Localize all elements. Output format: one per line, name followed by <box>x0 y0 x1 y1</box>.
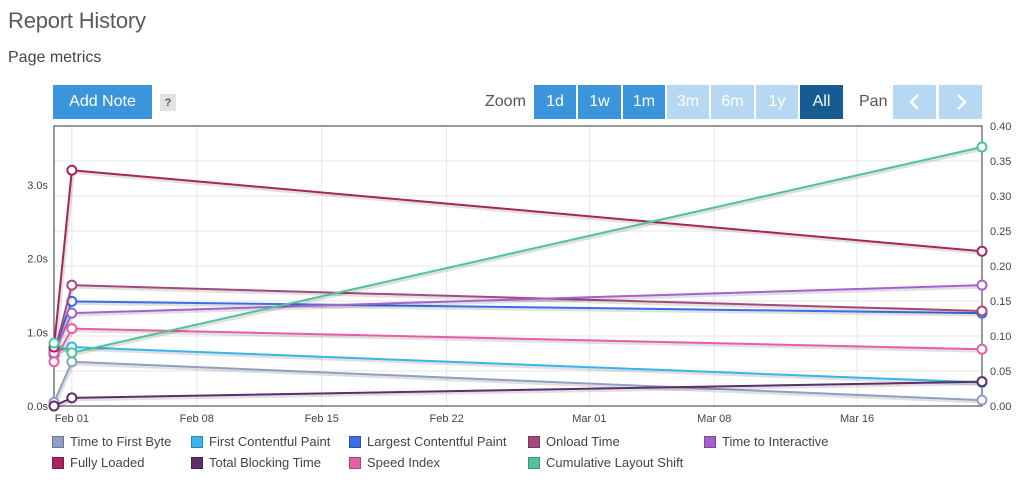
legend-label: Fully Loaded <box>70 455 145 470</box>
legend-item-fully-loaded[interactable]: Fully Loaded <box>52 455 144 470</box>
y-right-tick-label: 0.20 <box>990 261 1011 273</box>
data-point <box>66 347 78 359</box>
chart-legend: Time to First Byte First Contentful Pain… <box>52 434 1012 478</box>
zoom-button-1m[interactable]: 1m <box>623 85 665 119</box>
data-point <box>976 343 988 355</box>
y-right-tick-label: 0.15 <box>990 296 1011 308</box>
zoom-button-3m[interactable]: 3m <box>667 85 709 119</box>
y-right-tick-label: 0.35 <box>990 156 1011 168</box>
y-left-tick-label: 1.0s <box>27 327 48 339</box>
data-point <box>976 245 988 257</box>
x-tick-label: Mar 01 <box>572 413 606 425</box>
data-point <box>976 376 988 388</box>
page-title: Report History <box>8 8 146 33</box>
zoom-label: Zoom <box>485 93 526 110</box>
x-tick-label: Feb 15 <box>305 413 339 425</box>
legend-swatch <box>528 456 540 469</box>
legend-item-onload-time[interactable]: Onload Time <box>528 434 620 449</box>
data-point <box>66 307 78 319</box>
pan-label: Pan <box>859 93 888 110</box>
legend-label: Speed Index <box>367 455 441 470</box>
y-right-tick-label: 0.30 <box>990 191 1011 203</box>
data-point <box>48 400 60 412</box>
pan-left-button[interactable] <box>893 85 936 119</box>
legend-label: Onload Time <box>546 434 620 449</box>
legend-item-time-to-first-byte[interactable]: Time to First Byte <box>52 434 171 449</box>
y-left-tick-label: 2.0s <box>27 254 48 266</box>
legend-label: Cumulative Layout Shift <box>546 455 684 470</box>
data-point <box>976 141 988 153</box>
legend-swatch <box>528 435 540 448</box>
legend-item-largest-contentful-paint[interactable]: Largest Contentful Paint <box>349 434 506 449</box>
help-badge[interactable]: ? <box>160 94 176 111</box>
y-right-tick-label: 0.00 <box>990 401 1011 413</box>
legend-item-total-blocking-time[interactable]: Total Blocking Time <box>191 455 321 470</box>
zoom-button-1d[interactable]: 1d <box>534 85 576 119</box>
legend-swatch <box>191 435 203 448</box>
x-tick-label: Feb 22 <box>429 413 463 425</box>
data-point <box>48 337 60 349</box>
data-point <box>66 323 78 335</box>
data-point <box>976 279 988 291</box>
line-chart: 0.00 0.05 0.10 0.15 0.20 0.25 0.30 0.35 0.40 0.0s… <box>27 121 1011 425</box>
y-left-tick-label: 3.0s <box>27 180 48 192</box>
zoom-button-6m[interactable]: 6m <box>711 85 754 119</box>
zoom-button-all[interactable]: All <box>800 85 843 119</box>
legend-label: First Contentful Paint <box>209 434 331 449</box>
legend-item-time-to-interactive[interactable]: Time to Interactive <box>704 434 828 449</box>
legend-item-cumulative-layout-shift[interactable]: Cumulative Layout Shift <box>528 455 683 470</box>
chevron-left-icon <box>908 94 919 110</box>
y-right-tick-label: 0.05 <box>990 366 1011 378</box>
pan-right-button[interactable] <box>939 85 982 119</box>
zoom-button-1y[interactable]: 1y <box>756 85 798 119</box>
zoom-button-1w[interactable]: 1w <box>578 85 621 119</box>
legend-item-first-contentful-paint[interactable]: First Contentful Paint <box>191 434 330 449</box>
data-point <box>66 356 78 368</box>
legend-label: Time to First Byte <box>70 434 172 449</box>
legend-swatch <box>349 456 361 469</box>
y-right-tick-label: 0.25 <box>990 226 1011 238</box>
legend-swatch <box>349 435 361 448</box>
chevron-right-icon <box>956 94 967 110</box>
x-tick-label: Mar 08 <box>697 413 731 425</box>
data-point <box>66 164 78 176</box>
data-point <box>976 394 988 406</box>
y-right-tick-label: 0.10 <box>990 331 1011 343</box>
data-point <box>66 392 78 404</box>
legend-swatch <box>52 456 64 469</box>
x-tick-label: Mar 16 <box>840 413 874 425</box>
legend-item-speed-index[interactable]: Speed Index <box>349 455 440 470</box>
legend-label: Time to Interactive <box>722 434 829 449</box>
y-right-tick-label: 0.40 <box>990 121 1011 133</box>
x-tick-label: Feb 08 <box>180 413 214 425</box>
data-point <box>48 356 60 368</box>
plot-border <box>53 125 983 407</box>
legend-label: Total Blocking Time <box>209 455 321 470</box>
y-left-tick-label: 0.0s <box>27 401 48 413</box>
page-subtitle: Page metrics <box>8 49 102 66</box>
legend-swatch <box>191 456 203 469</box>
data-point <box>976 305 988 317</box>
legend-label: Largest Contentful Paint <box>367 434 507 449</box>
add-note-button[interactable]: Add Note <box>53 85 152 119</box>
x-tick-label: Feb 01 <box>55 413 89 425</box>
legend-swatch <box>704 435 716 448</box>
data-point <box>66 279 78 291</box>
legend-swatch <box>52 435 64 448</box>
